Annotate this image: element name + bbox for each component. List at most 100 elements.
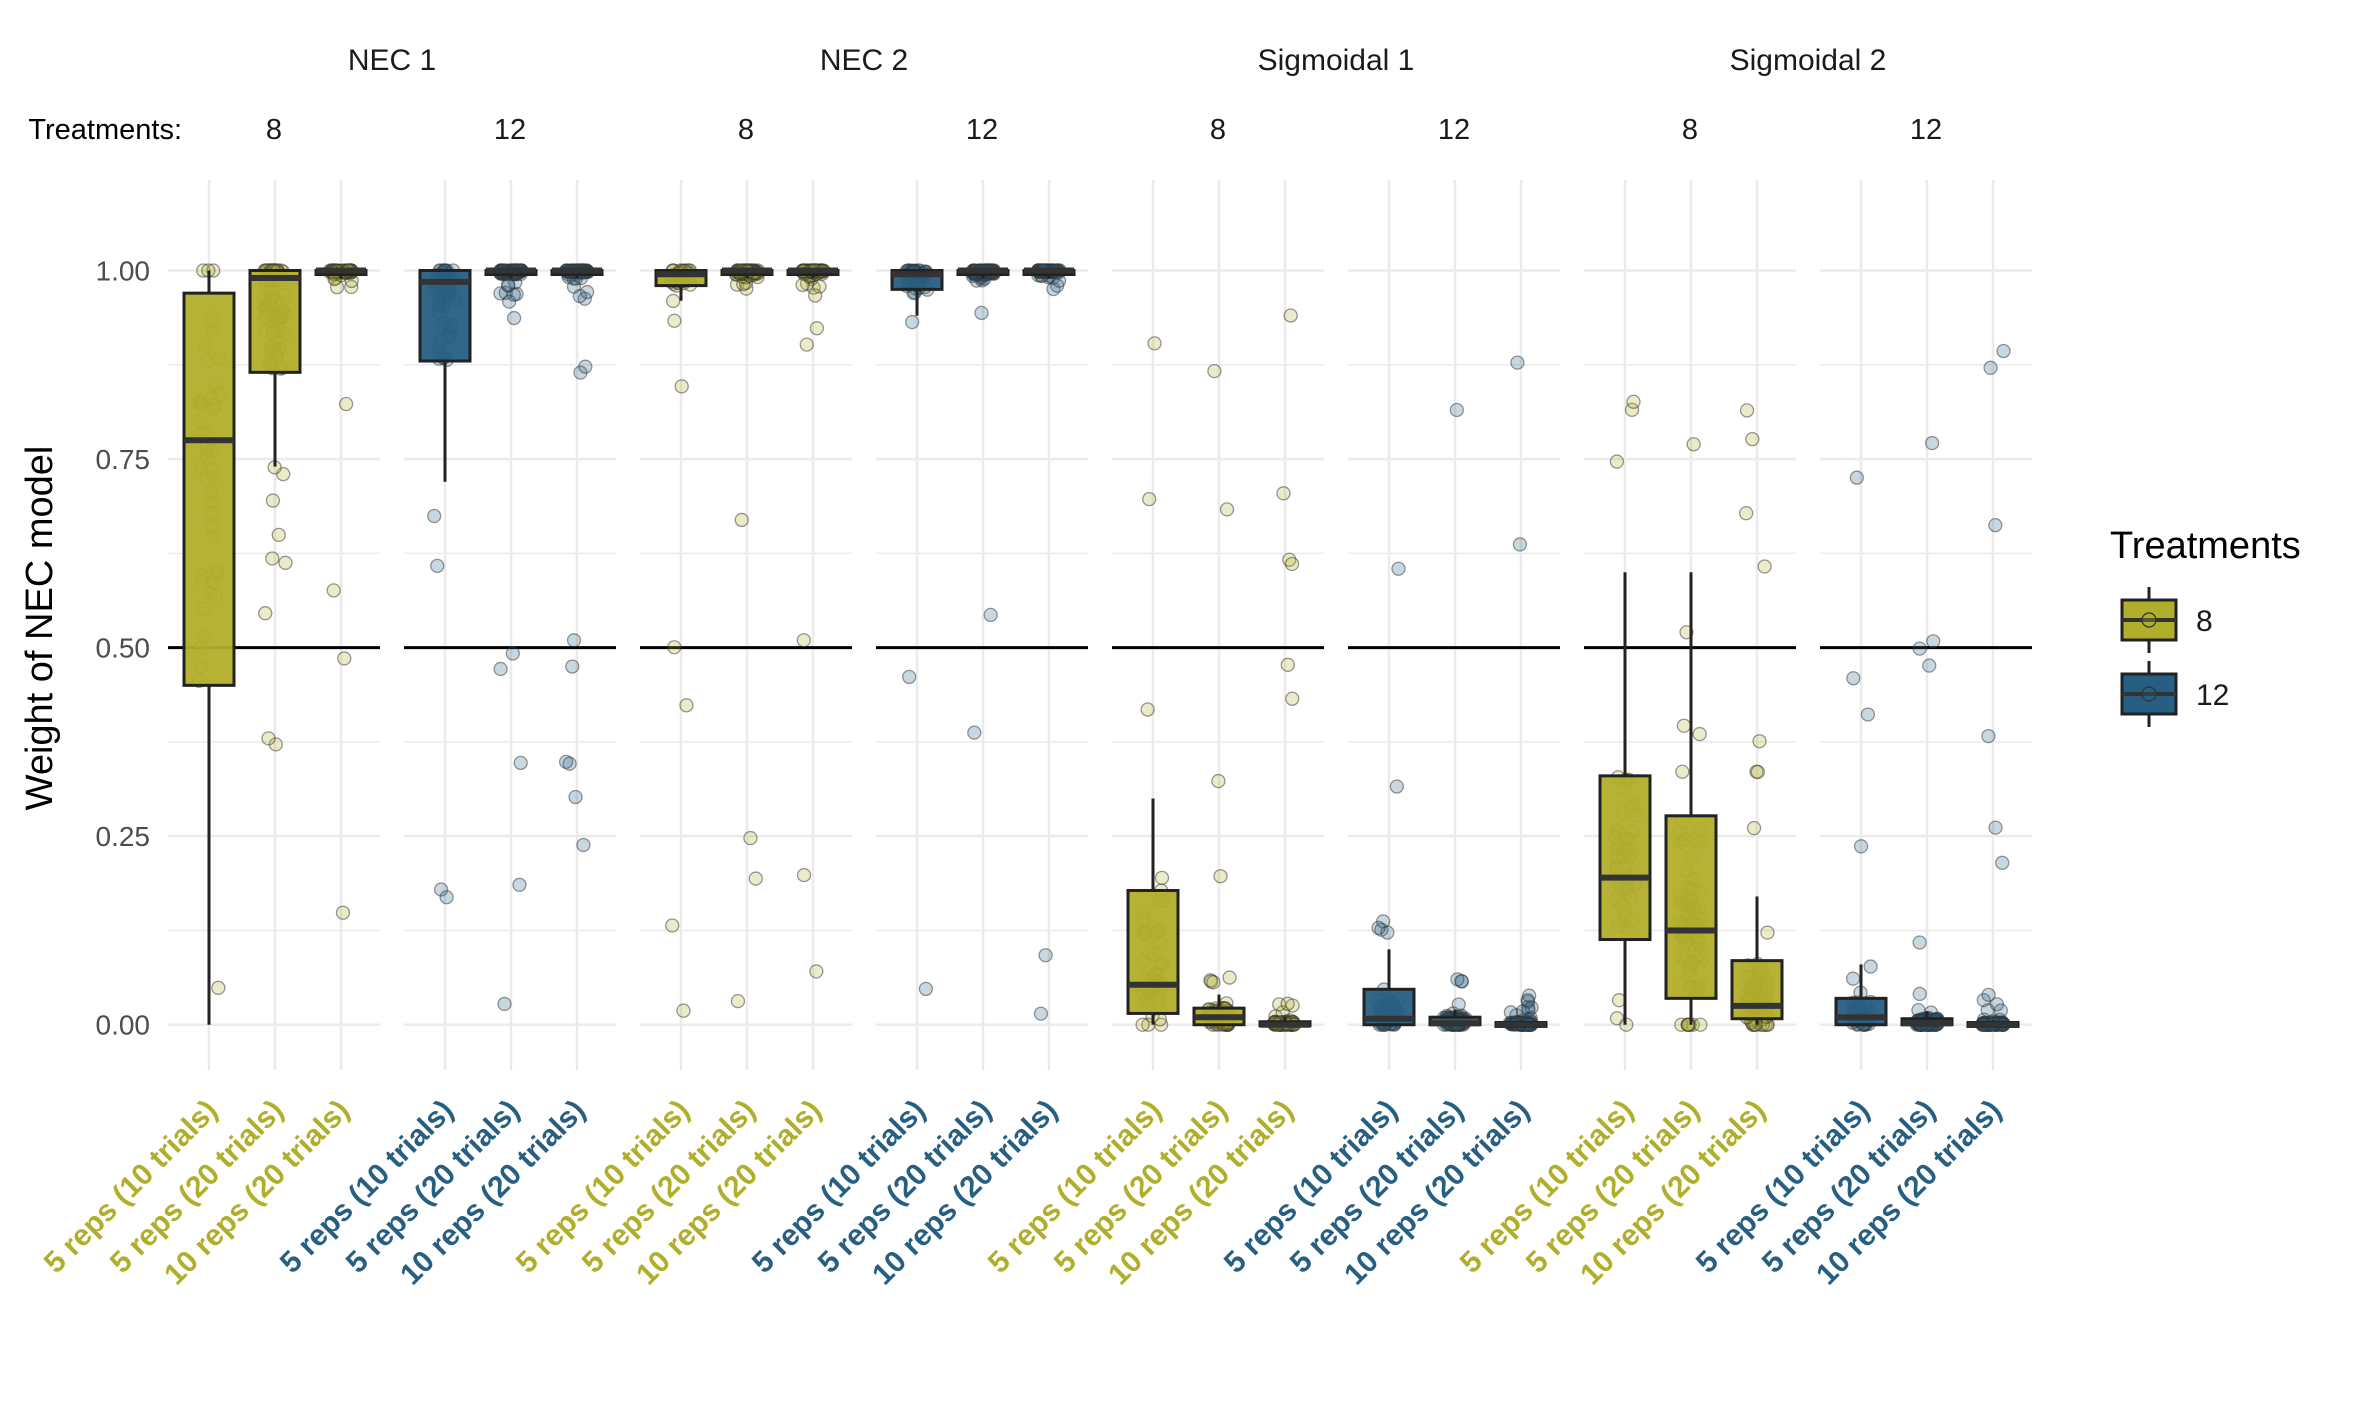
facet-group-label: Sigmoidal 1 — [1258, 44, 1415, 77]
data-point — [1995, 855, 2010, 870]
data-point — [1222, 970, 1237, 985]
data-point — [1692, 726, 1707, 742]
legend-title: Treatments — [2110, 525, 2301, 567]
data-point — [1912, 986, 1927, 1002]
data-point — [211, 980, 226, 995]
facet-treatment-label: 12 — [1910, 114, 1942, 146]
data-point — [667, 313, 682, 328]
data-point — [1140, 702, 1155, 717]
data-point — [493, 286, 508, 301]
data-point — [1038, 948, 1053, 963]
data-point — [1154, 870, 1170, 886]
boxes-layer — [182, 267, 2020, 1028]
data-point — [1371, 920, 1386, 936]
x-axis: 5 reps (10 trials)5 reps (20 trials)10 r… — [38, 1094, 2008, 1292]
box — [182, 291, 236, 687]
data-point — [1988, 820, 2003, 835]
data-point — [734, 512, 749, 528]
data-point — [665, 918, 680, 933]
data-point — [918, 981, 934, 997]
data-point — [1845, 971, 1861, 986]
data-point — [1626, 394, 1641, 409]
data-point — [1922, 658, 1937, 673]
data-point — [568, 789, 583, 805]
data-point — [1280, 996, 1295, 1011]
data-point — [1135, 1017, 1150, 1032]
box — [418, 269, 472, 363]
data-point — [430, 558, 445, 573]
data-point — [1503, 1005, 1519, 1020]
data-point — [1926, 634, 1941, 649]
data-point — [679, 698, 694, 713]
facet-treatment-label: 12 — [966, 114, 998, 146]
data-point — [261, 731, 276, 746]
data-point — [1276, 486, 1291, 501]
facet-group-label: NEC 2 — [820, 44, 908, 77]
data-point — [1675, 764, 1690, 779]
facet-group-label: Sigmoidal 2 — [1730, 44, 1887, 77]
data-point — [1219, 502, 1235, 517]
legend-key-point — [2141, 612, 2157, 628]
data-point — [1512, 537, 1528, 552]
box — [1834, 996, 1888, 1027]
facet-treatment-label: 12 — [494, 114, 526, 146]
box — [1664, 814, 1718, 1000]
data-point — [566, 633, 582, 648]
data-point — [513, 755, 528, 771]
box — [1730, 959, 1784, 1021]
data-point — [338, 396, 354, 412]
data-point — [1681, 1017, 1696, 1032]
data-point — [505, 646, 520, 661]
facet-treatment-label: 8 — [266, 114, 282, 146]
data-point — [1981, 728, 1996, 744]
data-point — [578, 359, 593, 374]
data-point — [676, 1003, 691, 1018]
data-point — [1757, 559, 1772, 574]
y-tick-label: 0.50 — [96, 633, 151, 664]
data-point — [796, 633, 811, 648]
data-point — [576, 837, 591, 853]
data-point — [967, 725, 982, 740]
data-point — [1280, 657, 1295, 672]
facet-strips: NEC 1 8 12 NEC 2 8 12 Sigmoidal 1 8 12 Sigmoidal … — [266, 44, 1942, 146]
data-point — [1033, 1006, 1049, 1021]
data-point — [1996, 343, 2011, 359]
y-tick-label: 0.75 — [96, 444, 151, 475]
data-point — [808, 288, 823, 303]
data-point — [1450, 972, 1465, 987]
data-point — [748, 871, 763, 886]
data-point — [427, 508, 442, 524]
data-point — [1686, 437, 1701, 452]
data-point — [439, 890, 454, 905]
data-point — [271, 527, 286, 543]
data-point — [1389, 779, 1405, 794]
y-axis: 0.00 0.25 0.50 0.75 1.00 — [96, 256, 151, 1041]
facet-treatment-label: 12 — [1438, 114, 1470, 146]
facet-treatment-label: 8 — [738, 114, 754, 146]
data-point — [667, 640, 682, 655]
legend-label: 8 — [2196, 605, 2213, 638]
data-point — [1206, 975, 1221, 990]
data-point — [1752, 734, 1767, 749]
data-point — [1846, 671, 1861, 686]
data-point — [278, 555, 293, 570]
data-point — [265, 551, 280, 566]
data-point — [326, 583, 341, 598]
data-point — [795, 277, 810, 293]
data-point — [1760, 925, 1775, 940]
data-point — [666, 293, 681, 309]
data-point — [1207, 363, 1222, 379]
data-point — [337, 651, 352, 666]
facet-group-label: NEC 1 — [348, 44, 436, 77]
data-point — [1739, 403, 1755, 418]
data-point — [1863, 959, 1878, 974]
data-point — [1750, 764, 1766, 780]
data-point — [1211, 773, 1226, 789]
data-point — [572, 288, 587, 304]
y-tick-label: 1.00 — [96, 256, 151, 287]
data-point — [1981, 987, 1996, 1003]
data-point — [1283, 308, 1298, 323]
box — [1598, 774, 1652, 942]
data-point — [674, 379, 689, 394]
